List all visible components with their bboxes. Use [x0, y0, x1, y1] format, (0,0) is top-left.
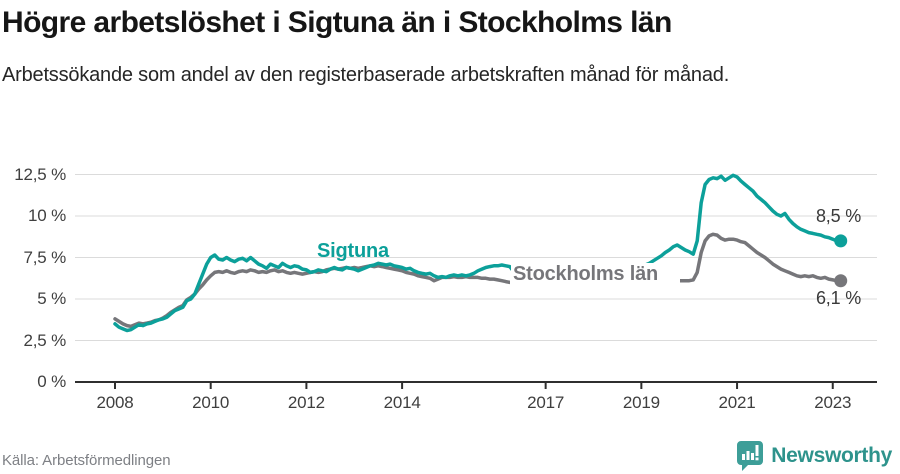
y-axis-tick-label: 7,5 %	[23, 247, 67, 267]
source-attribution: Källa: Arbetsförmedlingen	[2, 452, 171, 469]
page-title: Högre arbetslöshet i Sigtuna än i Stockh…	[2, 6, 672, 39]
x-axis-tick-label: 2012	[287, 393, 325, 412]
x-axis-tick-label: 2008	[96, 393, 134, 412]
x-axis-tick-label: 2021	[718, 393, 756, 412]
series-label-sigtuna: Sigtuna	[317, 240, 389, 262]
x-axis-tick-label: 2014	[383, 393, 421, 412]
end-value-label-stockholms-lan: 6,1 %	[816, 288, 862, 308]
chart-subtitle: Arbetssökande som andel av den registerb…	[2, 64, 730, 86]
end-value-label-sigtuna: 8,5 %	[816, 206, 862, 226]
end-dot-stockholms-lan	[834, 274, 848, 288]
newsworthy-logo[interactable]: Newsworthy	[736, 440, 892, 472]
y-axis-tick-label: 2,5 %	[23, 330, 67, 350]
y-axis-tick-label: 5 %	[37, 289, 66, 308]
line-stockholms-lan	[113, 232, 843, 329]
y-axis-tick-label: 0 %	[37, 372, 66, 391]
x-axis-tick-label: 2023	[814, 393, 852, 412]
x-axis-tick-label: 2019	[622, 393, 660, 412]
x-axis-tick-label: 2017	[527, 393, 565, 412]
y-axis-tick-label: 10 %	[28, 206, 66, 225]
newsworthy-wordmark: Newsworthy	[771, 444, 892, 467]
newsworthy-speech-bubble-bar-chart-icon	[737, 441, 764, 471]
x-axis-tick-label: 2010	[192, 393, 230, 412]
line-sigtuna	[113, 173, 843, 333]
end-dot-sigtuna	[834, 234, 848, 248]
y-axis-tick-label: 12,5 %	[14, 164, 66, 184]
series-label-stockholms-lan: Stockholms län	[511, 263, 661, 286]
